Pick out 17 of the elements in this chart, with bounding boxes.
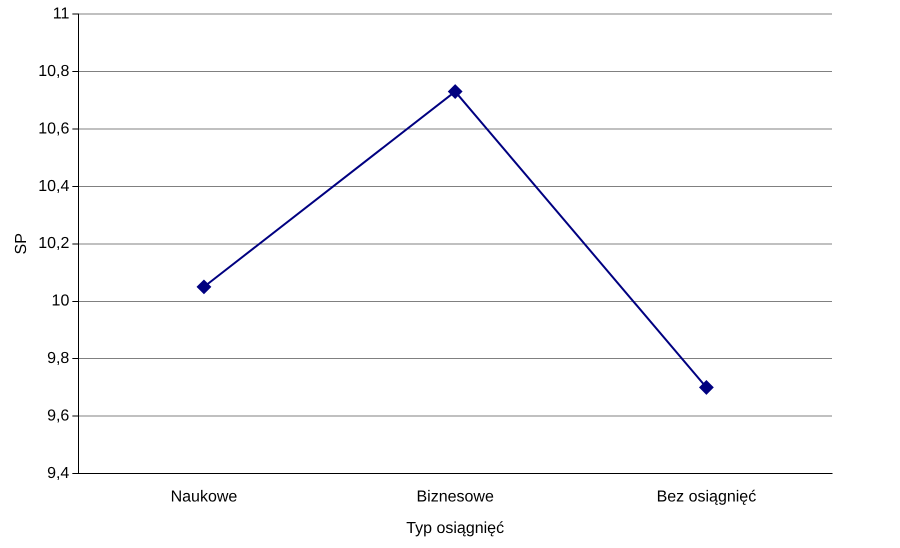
y-tick-label: 11	[52, 5, 70, 22]
x-tick-label: Biznesowe	[416, 488, 494, 506]
y-tick-label: 10,4	[38, 178, 70, 195]
y-tick-label: 9,4	[47, 465, 70, 482]
x-tick-label: Naukowe	[170, 488, 238, 506]
y-tick-label: 10,8	[38, 62, 70, 80]
point	[196, 280, 211, 294]
y-tick-label: 10	[52, 292, 70, 310]
y-tick-label: 9,6	[47, 408, 70, 425]
point	[448, 84, 462, 99]
y-tick-label: 10,6	[38, 120, 70, 138]
y-tick-label: 9,8	[47, 350, 70, 368]
x-tick-label: Bez osiągnięć	[656, 488, 756, 506]
x-axis-title: Typ osiągnięć	[406, 520, 504, 537]
y-tick-label: 10,2	[38, 235, 70, 252]
point	[699, 380, 714, 394]
y-axis-title: SP	[13, 233, 30, 254]
